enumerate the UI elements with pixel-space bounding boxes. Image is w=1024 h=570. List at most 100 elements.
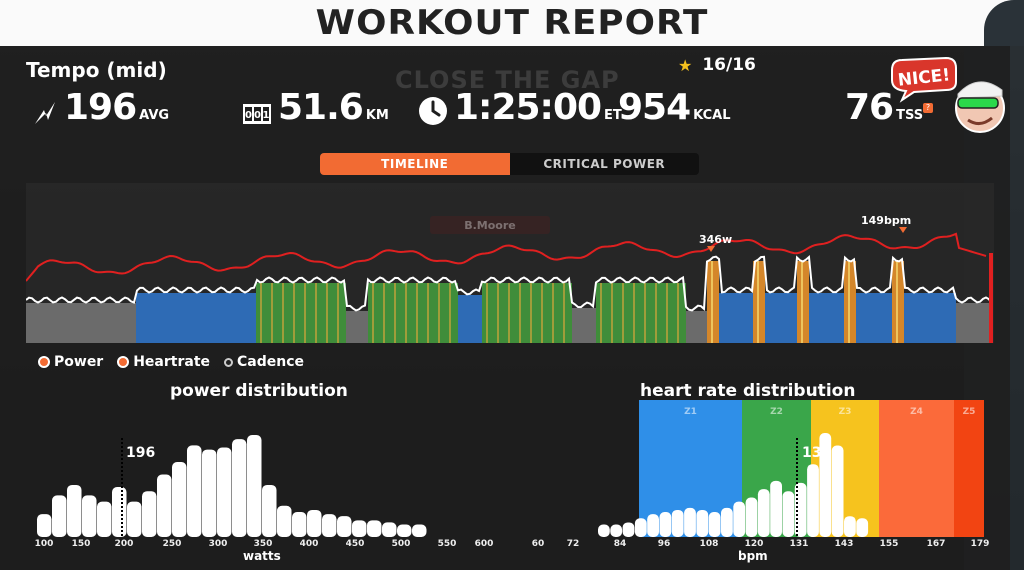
power-dist-bar <box>337 516 352 537</box>
svg-text:0: 0 <box>245 110 252 121</box>
hr-dist-bar <box>610 524 623 537</box>
power-avg-label: 196 <box>126 445 155 461</box>
tss-unit: TSS <box>896 108 924 123</box>
power-dist-bar <box>397 524 412 537</box>
hr-zone-label: Z1 <box>684 407 697 417</box>
power-axis-ticks: 100 150 200 250 300 350 400 450 500 550 600 60 72 <box>35 539 580 549</box>
power-peak-label: 346w <box>699 233 732 246</box>
timeline-streak <box>394 283 396 343</box>
timeline-segment <box>686 311 711 343</box>
power-dist-bar <box>307 509 322 537</box>
timeline-streak <box>644 283 646 343</box>
timeline-streak <box>260 283 262 343</box>
power-dist-bar <box>247 435 262 537</box>
timeline-streak <box>519 283 521 343</box>
tab-timeline[interactable]: TIMELINE <box>320 153 510 175</box>
power-axis-unit: watts <box>243 549 281 563</box>
timeline-chart: B.Moore 346w 149bpm <box>26 183 994 343</box>
power-tick-label: 300 <box>209 539 228 549</box>
power-dist-bar <box>382 522 397 537</box>
timeline-streak <box>282 283 284 343</box>
hr-tick-label: 155 <box>880 539 899 549</box>
power-tick-label: 100 <box>35 539 54 549</box>
hr-tick-label: 108 <box>700 539 719 549</box>
hr-dist-bar <box>770 480 782 537</box>
hr-dist-bar <box>807 464 819 537</box>
hr-dist-bar <box>708 512 721 537</box>
hr-dist-bar <box>721 507 733 537</box>
cadence-toggle-icon <box>224 357 234 367</box>
timeline-streak <box>552 283 554 343</box>
heartrate-line <box>26 232 987 282</box>
odometer-icon: 0 0 1 <box>242 102 272 126</box>
hr-zone-label: Z4 <box>910 407 923 417</box>
power-dist-bar <box>187 445 202 537</box>
stat-calories: 954 KCAL <box>618 90 731 126</box>
timeline-streak <box>633 283 635 343</box>
timeline-segment <box>368 283 458 343</box>
legend-power[interactable]: Power <box>38 354 103 370</box>
hr-dist-bar <box>831 445 844 537</box>
calories-value: 954 <box>618 87 691 128</box>
avg-power-unit: AVG <box>139 108 170 123</box>
power-dist-bar <box>277 505 292 537</box>
legend-power-label: Power <box>54 354 104 370</box>
timeline-svg: B.Moore 346w 149bpm <box>26 214 993 343</box>
background-name-badge <box>430 216 550 234</box>
report-header: WORKOUT REPORT <box>0 0 1024 46</box>
power-tick-label: 200 <box>115 539 134 549</box>
power-toggle-icon <box>38 356 50 368</box>
timeline-streak <box>508 283 510 343</box>
power-distribution-title: power distribution <box>170 381 348 401</box>
legend-heartrate-label: Heartrate <box>133 354 211 370</box>
hr-dist-bar <box>634 518 647 537</box>
timeline-streak <box>315 283 317 343</box>
svg-text:0: 0 <box>254 110 261 121</box>
timeline-end-marker <box>989 253 993 343</box>
hr-dist-bar <box>696 509 709 537</box>
tss-help-badge[interactable]: ? <box>923 103 933 113</box>
hr-avg-label: 130 <box>802 445 831 461</box>
stat-distance: 0 0 1 51.6 KM <box>242 90 389 126</box>
mascot-face-icon <box>955 81 1005 133</box>
interval-highlight <box>711 261 713 343</box>
timeline-streak <box>427 283 429 343</box>
hr-peak-label: 149bpm <box>861 214 911 227</box>
elapsed-time-unit: ET <box>604 108 622 123</box>
timeline-streak <box>655 283 657 343</box>
timeline-streak <box>497 283 499 343</box>
tab-critical-power[interactable]: CRITICAL POWER <box>509 153 699 175</box>
timeline-segment <box>136 293 256 343</box>
timeline-streak <box>372 283 374 343</box>
hr-tick-label: 120 <box>745 539 764 549</box>
power-peak-marker: 346w <box>699 233 732 252</box>
legend-heartrate[interactable]: Heartrate <box>117 354 210 370</box>
power-dist-bar <box>172 462 187 537</box>
timeline-segment <box>26 303 136 343</box>
power-tick-label: 550 <box>438 539 457 549</box>
timeline-segment <box>346 311 368 343</box>
speech-bubble-icon: NICE! <box>891 56 957 103</box>
lightning-icon <box>32 100 58 126</box>
star-icon: ★ <box>678 55 693 75</box>
interval-highlight <box>896 261 898 343</box>
power-tick-label: 450 <box>346 539 365 549</box>
power-tick-label: 60 <box>532 539 545 549</box>
hr-tick-label: 84 <box>614 539 627 549</box>
hr-tick-label: 179 <box>971 539 990 549</box>
hr-dist-bar <box>622 522 635 537</box>
stat-tss: 76 TSS <box>845 90 923 126</box>
hr-dist-bar <box>844 516 856 537</box>
power-dist-bar <box>232 439 247 537</box>
power-tick-label: 600 <box>475 539 494 549</box>
timeline-segment <box>482 283 572 343</box>
distance-value: 51.6 <box>278 87 364 128</box>
hr-dist-bar <box>671 509 684 537</box>
power-dist-bar <box>202 449 217 537</box>
power-dist-bar <box>82 495 97 537</box>
timeline-streak <box>383 283 385 343</box>
hr-dist-bar <box>598 524 610 537</box>
legend-cadence[interactable]: Cadence <box>224 354 304 370</box>
stat-elapsed-time: 1:25:00 ET <box>418 90 622 126</box>
hr-zone-label: Z5 <box>963 407 976 417</box>
